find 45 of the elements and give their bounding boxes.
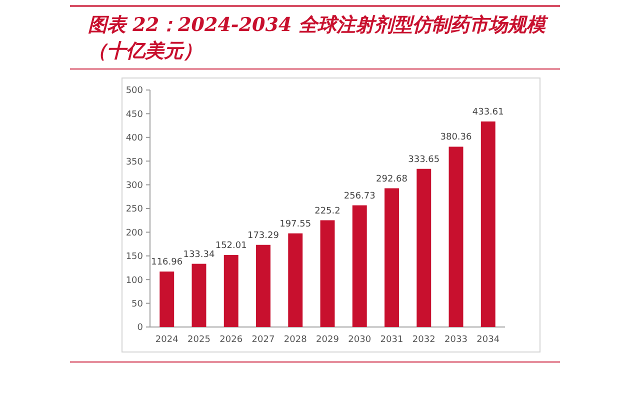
data-label: 433.61 bbox=[472, 107, 504, 118]
y-tick-label: 450 bbox=[126, 110, 144, 120]
bar bbox=[448, 146, 464, 327]
x-tick-label: 2031 bbox=[380, 335, 404, 345]
y-tick-label: 350 bbox=[126, 157, 144, 168]
bar bbox=[320, 220, 335, 327]
data-label: 333.65 bbox=[408, 154, 440, 165]
y-tick-label: 500 bbox=[126, 86, 144, 96]
y-tick-label: 250 bbox=[126, 204, 144, 215]
bar bbox=[256, 244, 270, 327]
y-tick-label: 400 bbox=[126, 134, 144, 144]
x-tick-label: 2027 bbox=[252, 335, 275, 345]
chart-title: 图表 22：2024-2034 全球注射剂型仿制药市场规模（十亿美元） bbox=[88, 13, 550, 64]
y-tick-label: 200 bbox=[126, 228, 144, 238]
y-tick-label: 300 bbox=[126, 180, 144, 191]
y-tick-label: 150 bbox=[126, 252, 144, 262]
data-label: 197.55 bbox=[280, 219, 312, 230]
y-tick-label: 100 bbox=[126, 276, 144, 286]
data-label: 380.36 bbox=[440, 132, 472, 143]
data-label: 292.68 bbox=[376, 174, 408, 184]
y-tick-label: 0 bbox=[137, 323, 144, 334]
x-tick-label: 2033 bbox=[444, 335, 468, 345]
bar bbox=[384, 188, 399, 327]
bar bbox=[224, 254, 238, 327]
bar bbox=[192, 264, 206, 327]
bar bbox=[160, 272, 174, 327]
x-tick-label: 2025 bbox=[188, 335, 210, 345]
y-tick-label: 50 bbox=[132, 299, 144, 310]
bar bbox=[288, 233, 303, 327]
data-label: 225.2 bbox=[314, 206, 340, 216]
x-tick-label: 2026 bbox=[220, 335, 243, 345]
data-label: 116.96 bbox=[151, 258, 183, 268]
x-tick-label: 2030 bbox=[348, 335, 372, 345]
x-tick-label: 2034 bbox=[476, 335, 500, 345]
data-label: 173.29 bbox=[247, 230, 280, 241]
x-tick-label: 2028 bbox=[284, 335, 308, 345]
x-tick-label: 2032 bbox=[412, 335, 436, 345]
bar bbox=[480, 121, 496, 327]
x-tick-label: 2024 bbox=[155, 335, 179, 345]
bar bbox=[352, 205, 367, 327]
data-label: 256.73 bbox=[344, 191, 376, 202]
x-tick-label: 2029 bbox=[316, 335, 340, 345]
bar bbox=[416, 168, 432, 327]
data-label: 152.01 bbox=[215, 240, 247, 251]
data-label: 133.34 bbox=[183, 250, 216, 260]
